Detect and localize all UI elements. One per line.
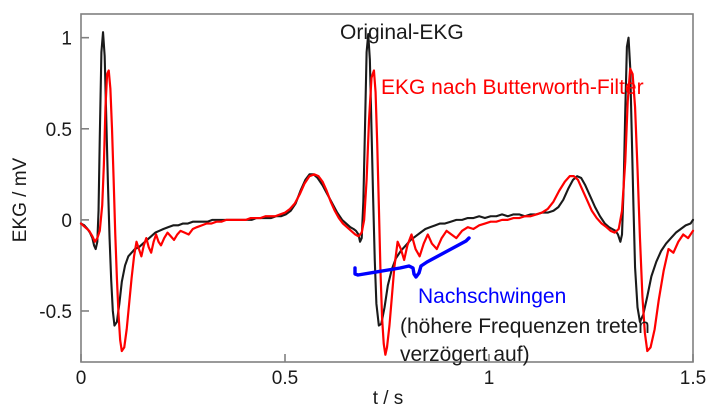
x-axis-label: t / s [373,388,404,409]
series-line-butterworth-filtered [79,67,695,356]
x-tick-label-3: 1.5 [680,368,706,389]
ringing-brace-pointer [353,236,471,279]
plot-frame [80,13,694,363]
annotation-note-line-1: (höhere Frequenzen treten [400,315,650,338]
x-tick-label-0: 0 [76,368,87,389]
annotation-butterworth-filter: EKG nach Butterworth-Filter [381,76,644,99]
data-series-layer [79,31,695,356]
y-tick-label-2: 0 [61,211,72,232]
x-tick-label-2: 1 [484,368,495,389]
x-tick-labels: 0 0.5 1 1.5 [76,368,707,389]
y-axis-label: EKG / mV [10,157,31,242]
series-line-original-ekg [79,31,695,327]
annotation-original-ekg: Original-EKG [340,21,464,44]
annotation-note-line-2: verzögert auf) [400,343,530,366]
y-tick-label-1: 0.5 [46,120,72,141]
y-tick-labels: 1 0.5 0 -0.5 [39,29,72,323]
annotation-nachschwingen: Nachschwingen [418,285,566,308]
x-tick-label-1: 0.5 [272,368,298,389]
y-tick-label-3: -0.5 [39,302,72,323]
axis-ticks [80,36,694,362]
y-tick-label-0: 1 [61,29,72,50]
